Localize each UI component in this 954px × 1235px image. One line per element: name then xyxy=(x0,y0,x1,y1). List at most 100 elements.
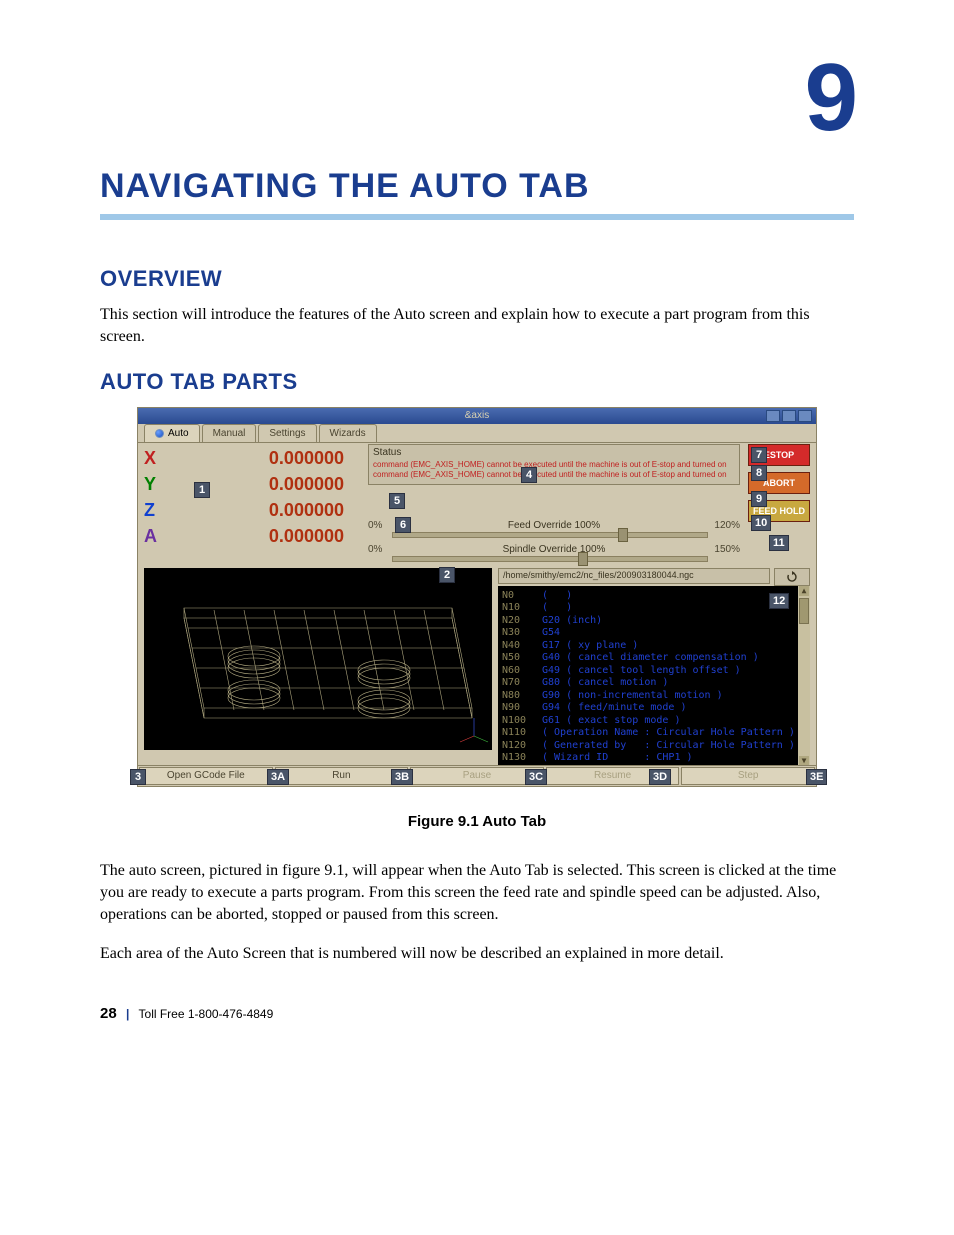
bottom-button-bar: Open GCode FileRunPauseResumeStep xyxy=(138,765,816,786)
gcode-line: N50G40 ( cancel diameter compensation ) xyxy=(502,652,806,665)
axis-readout: X0.000000Y0.000000Z0.000000A0.000000 xyxy=(144,446,344,550)
gcode-line: N10 ( ) xyxy=(502,602,806,615)
tab-label: Manual xyxy=(213,428,246,439)
override-label: Spindle Override 100% xyxy=(503,544,606,555)
section-parts-heading: AUTO TAB PARTS xyxy=(100,369,854,395)
footer-text: Toll Free 1-800-476-4849 xyxy=(139,1007,274,1021)
step-button: Step xyxy=(681,767,815,785)
gcode-lineno: N50 xyxy=(502,652,532,665)
gcode-code: G90 ( non-incremental motion ) xyxy=(542,690,723,703)
override-max: 120% xyxy=(714,520,740,531)
radio-icon xyxy=(155,429,164,438)
gcode-listing[interactable]: N0 ( ) N10 ( ) N20 G20 (inch)N30G54N40 G17 ( x… xyxy=(498,586,810,766)
spindle-override[interactable]: 0%Spindle Override 100%150% xyxy=(368,544,740,562)
gcode-line: N20 G20 (inch) xyxy=(502,615,806,628)
axis-value: 0.000000 xyxy=(269,448,344,469)
gcode-lineno: N20 xyxy=(502,615,532,628)
axis-row-x: X 0.000000 xyxy=(144,446,344,472)
gcode-code: ( ) xyxy=(542,590,572,603)
axis-label: A xyxy=(144,526,162,547)
gcode-code: ( Operation Name : Circular Hole Pattern… xyxy=(542,727,795,740)
gcode-code: ( Generated by : Circular Hole Pattern ) xyxy=(542,740,795,753)
estop-button[interactable]: ESTOP xyxy=(748,444,810,466)
gcode-lineno: N110 xyxy=(502,727,532,740)
gcode-code: G80 ( cancel motion ) xyxy=(542,677,668,690)
scroll-thumb[interactable] xyxy=(799,598,809,624)
status-box: Status command (EMC_AXIS_HOME) cannot be… xyxy=(368,444,740,486)
axis-label: Z xyxy=(144,500,162,521)
window-titlebar: &axis xyxy=(138,408,816,424)
resume-button: Resume xyxy=(546,767,680,785)
axis-row-a: A 0.000000 xyxy=(144,524,344,550)
gcode-line: N130( Wizard ID : CHP1 ) xyxy=(502,752,806,765)
close-icon[interactable] xyxy=(798,410,812,422)
page-footer: 28 | Toll Free 1-800-476-4849 xyxy=(100,1005,854,1022)
reload-button[interactable] xyxy=(774,568,810,586)
feed-override[interactable]: 0%Feed Override 100%120% xyxy=(368,520,740,538)
gcode-lineno: N0 xyxy=(502,590,532,603)
figure-caption: Figure 9.1 Auto Tab xyxy=(100,813,854,830)
gcode-code: G17 ( xy plane ) xyxy=(542,640,638,653)
axis-value: 0.000000 xyxy=(269,526,344,547)
gcode-line: N120( Generated by : Circular Hole Patte… xyxy=(502,740,806,753)
override-track[interactable] xyxy=(392,532,708,538)
gcode-lineno: N100 xyxy=(502,715,532,728)
window-title: &axis xyxy=(465,410,489,421)
figure-screenshot: &axis Auto Manual Settings Wizards X 0.00000… xyxy=(137,407,817,787)
status-message: command (EMC_AXIS_HOME) cannot be execut… xyxy=(373,470,735,480)
overview-paragraph: This section will introduce the features… xyxy=(100,304,854,349)
gcode-code: ( ) xyxy=(542,602,572,615)
gcode-filepath: /home/smithy/emc2/nc_files/200903180044.… xyxy=(498,568,770,584)
override-thumb[interactable] xyxy=(578,552,588,566)
feed-hold-button[interactable]: FEED HOLD xyxy=(748,500,810,522)
tab-settings[interactable]: Settings xyxy=(258,424,316,442)
gcode-lineno: N10 xyxy=(502,602,532,615)
override-label: Feed Override 100% xyxy=(508,520,600,531)
tab-label: Auto xyxy=(168,428,189,439)
gcode-lineno: N130 xyxy=(502,752,532,765)
open-gcode-file-button[interactable]: Open GCode File xyxy=(139,767,273,785)
abort-button[interactable]: ABORT xyxy=(748,472,810,494)
tab-auto[interactable]: Auto xyxy=(144,424,200,442)
gcode-lineno: N90 xyxy=(502,702,532,715)
gcode-line: N110 ( Operation Name : Circular Hole Pat… xyxy=(502,727,806,740)
pause-button: Pause xyxy=(410,767,544,785)
status-message: command (EMC_AXIS_HOME) cannot be execut… xyxy=(373,460,735,470)
axis-label: Y xyxy=(144,474,162,495)
tab-manual[interactable]: Manual xyxy=(202,424,257,442)
min-icon[interactable] xyxy=(766,410,780,422)
gcode-lineno: N40 xyxy=(502,640,532,653)
tab-label: Wizards xyxy=(330,428,366,439)
override-max: 150% xyxy=(714,544,740,555)
gcode-line: N80 G90 ( non-incremental motion ) xyxy=(502,690,806,703)
chapter-title: NAVIGATING THE AUTO TAB xyxy=(100,167,854,206)
gcode-lineno: N60 xyxy=(502,665,532,678)
run-button[interactable]: Run xyxy=(275,767,409,785)
footer-separator: | xyxy=(126,1007,129,1021)
gcode-code: G54 xyxy=(542,627,560,640)
axis-value: 0.000000 xyxy=(269,500,344,521)
section-overview-heading: OVERVIEW xyxy=(100,266,854,292)
max-icon[interactable] xyxy=(782,410,796,422)
description-2: Each area of the Auto Screen that is num… xyxy=(100,943,854,965)
gcode-line: N30G54 xyxy=(502,627,806,640)
gcode-lineno: N80 xyxy=(502,690,532,703)
gcode-code: G20 (inch) xyxy=(542,615,602,628)
gcode-lineno: N70 xyxy=(502,677,532,690)
gcode-code: G94 ( feed/minute mode ) xyxy=(542,702,687,715)
gcode-scrollbar[interactable]: ▲ ▼ xyxy=(798,586,810,766)
toolpath-preview[interactable] xyxy=(144,568,492,750)
gcode-code: G61 ( exact stop mode ) xyxy=(542,715,680,728)
axis-label: X xyxy=(144,448,162,469)
scroll-up-icon[interactable]: ▲ xyxy=(799,586,809,596)
side-buttons: ESTOP ABORT FEED HOLD xyxy=(748,444,810,522)
description-1: The auto screen, pictured in figure 9.1,… xyxy=(100,860,854,927)
override-track[interactable] xyxy=(392,556,708,562)
tab-wizards[interactable]: Wizards xyxy=(319,424,377,442)
gcode-line: N70 G80 ( cancel motion ) xyxy=(502,677,806,690)
gcode-line: N40 G17 ( xy plane ) xyxy=(502,640,806,653)
axis-row-z: Z 0.000000 xyxy=(144,498,344,524)
axis-row-y: Y0.000000 xyxy=(144,472,344,498)
gcode-code: G49 ( cancel tool length offset ) xyxy=(542,665,741,678)
override-thumb[interactable] xyxy=(618,528,628,542)
